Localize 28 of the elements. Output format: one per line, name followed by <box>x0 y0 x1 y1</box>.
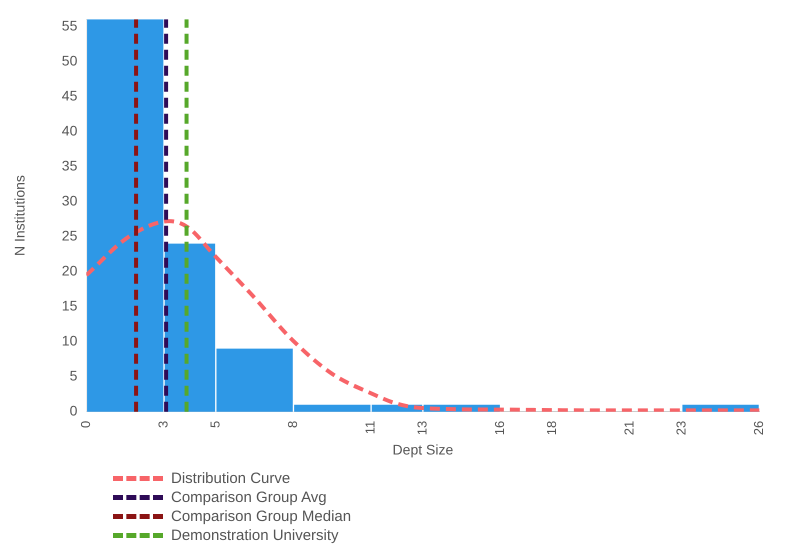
x-tick-label: 3 <box>156 420 171 428</box>
y-tick-label: 20 <box>62 262 78 278</box>
legend-label: Comparison Group Median <box>171 508 352 525</box>
y-tick-label: 40 <box>62 122 78 138</box>
x-tick-label: 0 <box>78 420 93 428</box>
y-tick-label: 10 <box>62 332 78 349</box>
x-tick-label: 8 <box>285 420 300 428</box>
y-axis-title: N Institutions <box>11 175 28 256</box>
x-tick-label: 16 <box>492 420 508 436</box>
y-tick-label: 25 <box>62 227 78 244</box>
legend-label: Comparison Group Avg <box>171 489 327 506</box>
legend-label: Distribution Curve <box>171 470 290 487</box>
y-tick-label: 5 <box>70 368 78 384</box>
x-tick-label: 23 <box>673 420 688 436</box>
y-tick-label: 30 <box>62 192 78 208</box>
x-tick-label: 18 <box>544 420 559 436</box>
x-axis-title: Dept Size <box>392 441 454 458</box>
y-tick-label: 55 <box>62 17 78 34</box>
y-tick-label: 50 <box>62 52 78 68</box>
y-tick-label: 45 <box>62 87 78 104</box>
y-tick-label: 35 <box>62 157 78 174</box>
x-tick-label: 11 <box>362 420 378 434</box>
legend-label: Demonstration University <box>171 527 339 544</box>
x-tick-label: 5 <box>207 420 222 428</box>
y-tick-label: 15 <box>62 298 78 314</box>
x-tick-label: 26 <box>750 420 766 436</box>
x-tick-label: 21 <box>622 420 637 436</box>
x-tick-label: 13 <box>414 420 430 436</box>
